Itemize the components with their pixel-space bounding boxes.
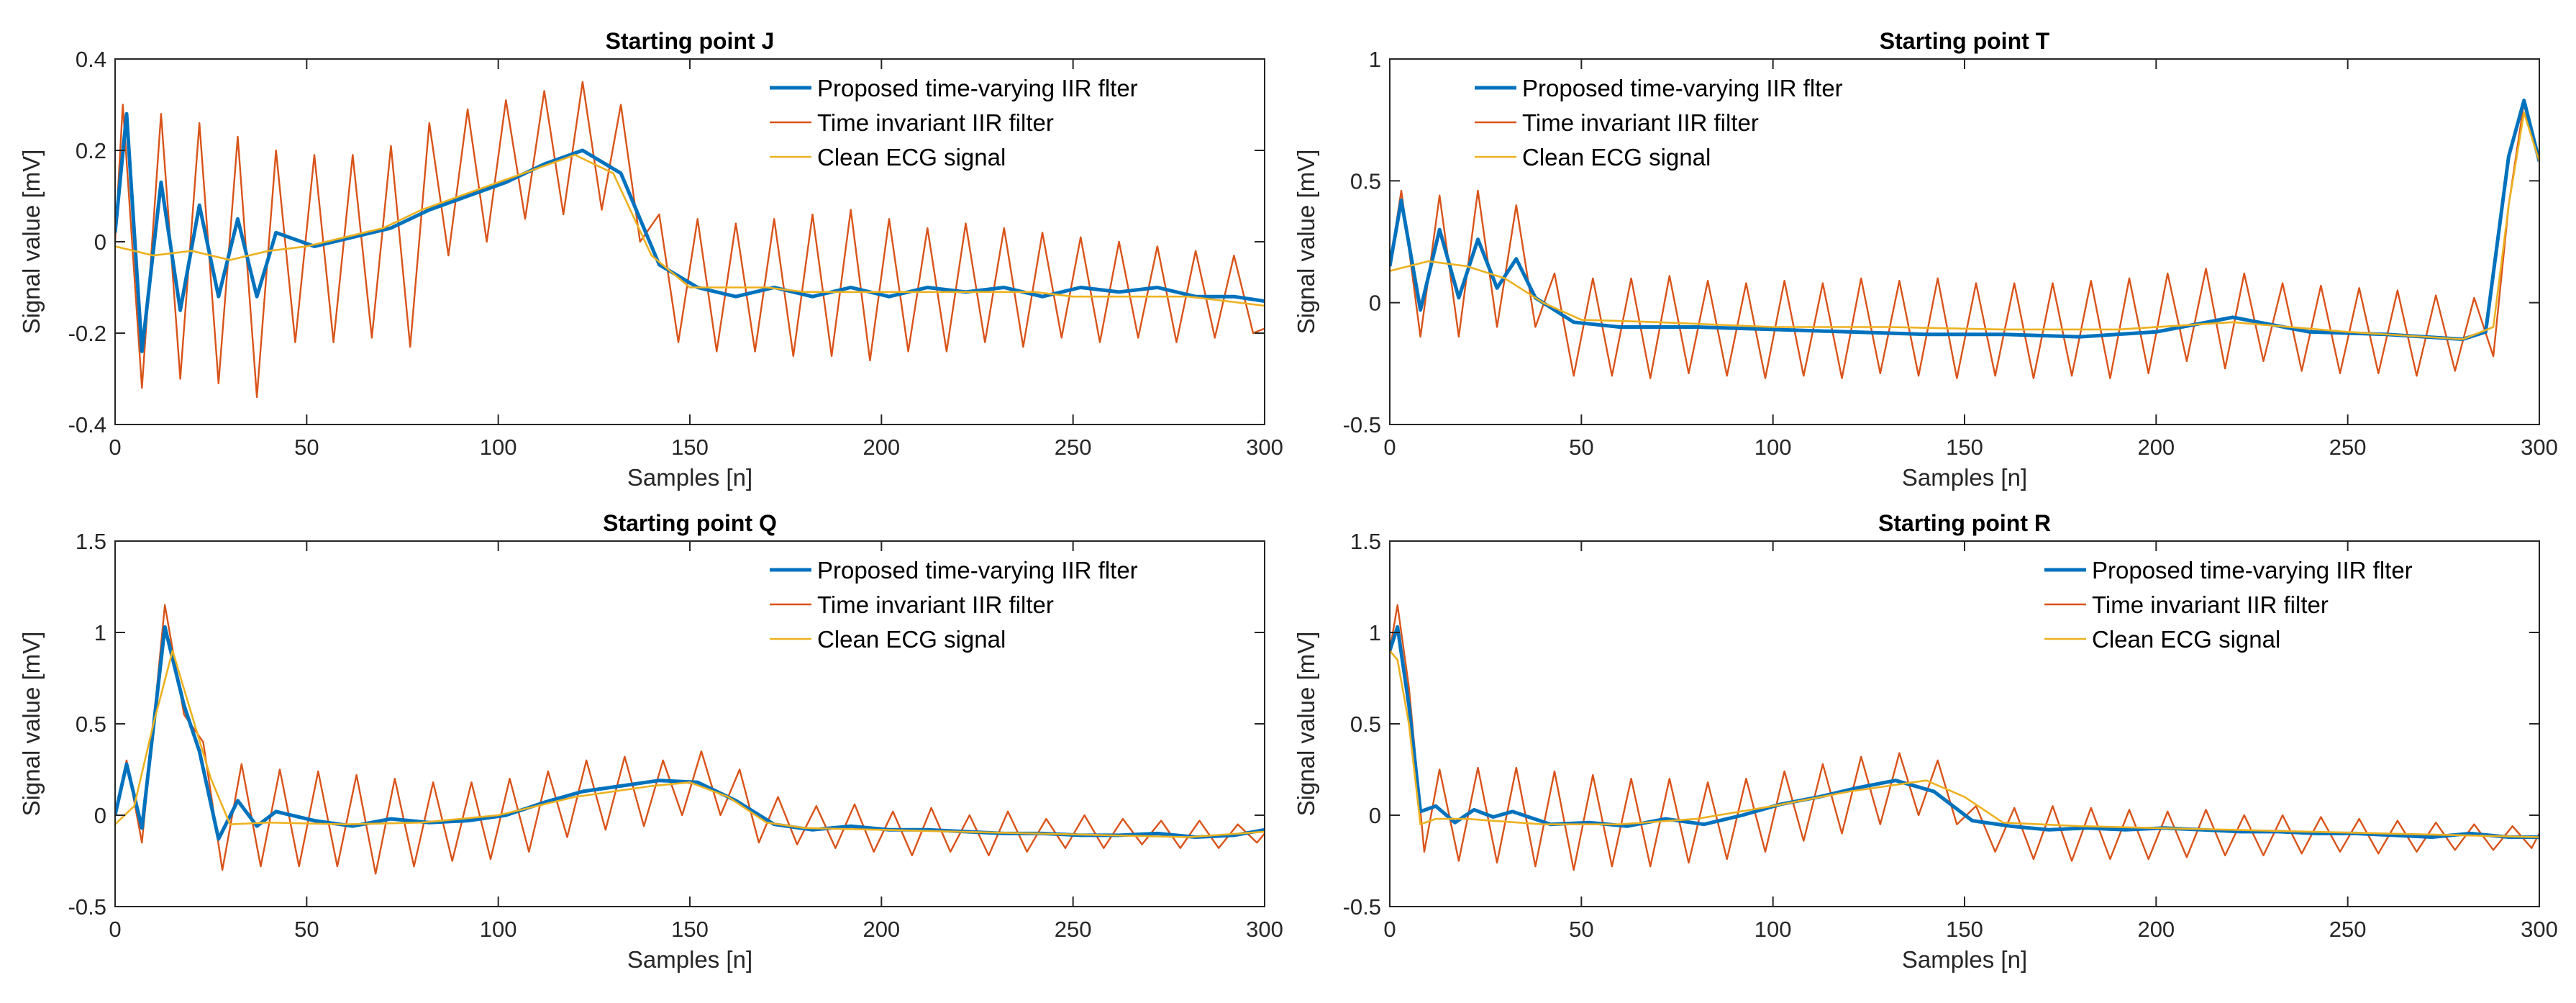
series-line-clean-ecg [115, 650, 1265, 838]
y-tick-label: 1.5 [76, 529, 106, 554]
legend-entry: Clean ECG signal [2092, 626, 2280, 653]
x-tick-label: 100 [1754, 917, 1792, 942]
x-tick-label: 250 [2329, 435, 2367, 460]
series-line-clean-ecg [1390, 650, 2539, 838]
x-tick-label: 300 [1246, 917, 1283, 942]
x-tick-label: 150 [1946, 917, 1983, 942]
x-tick-label: 200 [863, 917, 900, 942]
x-axis-label: Samples [n] [1902, 946, 2027, 973]
series-line-clean-ecg [115, 154, 1265, 307]
y-tick-label: -0.2 [68, 321, 106, 346]
y-tick-label: 0.4 [76, 47, 106, 72]
x-tick-label: 50 [294, 435, 319, 460]
x-tick-label: 150 [671, 917, 709, 942]
x-tick-label: 100 [480, 435, 517, 460]
y-tick-label: 0 [94, 803, 106, 828]
x-tick-label: 0 [109, 917, 121, 942]
series-line-proposed [1390, 625, 2539, 839]
legend-entry: Time invariant IIR filter [1522, 109, 1759, 136]
legend-entry: Proposed time-varying IIR flter [2092, 557, 2413, 584]
chart-title: Starting point J [606, 28, 775, 54]
x-tick-label: 150 [1946, 435, 1983, 460]
y-axis-label: Signal value [mV] [18, 632, 45, 817]
y-tick-label: 0 [94, 230, 106, 255]
x-tick-label: 200 [2137, 917, 2175, 942]
y-tick-label: 1 [1369, 620, 1381, 645]
series-line-clean-ecg [1390, 112, 2539, 340]
series-line-time-invariant [1390, 604, 2539, 871]
x-tick-label: 150 [671, 435, 709, 460]
x-tick-label: 250 [2329, 917, 2367, 942]
plot-area [115, 59, 1265, 425]
x-tick-label: 50 [294, 917, 319, 942]
x-axis-label: Samples [n] [627, 464, 752, 491]
y-tick-label: 0.5 [1350, 168, 1381, 194]
y-tick-label: 1 [1369, 47, 1381, 72]
x-tick-label: 300 [1246, 435, 1283, 460]
plot-area [1390, 541, 2539, 907]
x-tick-label: 200 [2137, 435, 2175, 460]
plot-area [115, 541, 1265, 907]
x-tick-label: 200 [863, 435, 900, 460]
x-tick-label: 0 [1383, 435, 1396, 460]
y-tick-label: -0.5 [1343, 412, 1381, 437]
chart-title: Starting point T [1880, 28, 2050, 54]
x-tick-label: 300 [2521, 435, 2558, 460]
y-tick-label: 0.2 [76, 138, 106, 163]
x-tick-label: 100 [480, 917, 517, 942]
x-tick-label: 100 [1754, 435, 1792, 460]
y-tick-label: 1 [94, 620, 106, 645]
y-tick-label: 0.5 [1350, 712, 1381, 737]
x-tick-label: 0 [1383, 917, 1396, 942]
series-line-time-invariant [1390, 101, 2539, 379]
x-tick-label: 50 [1569, 917, 1593, 942]
y-tick-label: -0.4 [68, 412, 106, 437]
chart-title: Starting point R [1878, 510, 2051, 536]
series-line-proposed [115, 112, 1265, 353]
x-tick-label: 300 [2521, 917, 2558, 942]
chart-starting-point-j: 0 50 100 150 200 250 300 -0.4 -0.2 0 0.2 0.4 Startin… [18, 28, 1283, 491]
legend-entry: Time invariant IIR filter [2092, 591, 2329, 618]
y-axis-label: Signal value [mV] [1293, 150, 1319, 335]
legend: Proposed time-varying IIR flter Time inva… [770, 75, 1138, 171]
y-tick-label: 0.5 [76, 712, 106, 737]
x-axis-label: Samples [n] [627, 946, 752, 973]
x-axis-label: Samples [n] [1902, 464, 2027, 491]
legend-entry: Clean ECG signal [817, 144, 1006, 171]
y-tick-label: 0 [1369, 803, 1381, 828]
legend-entry: Clean ECG signal [1522, 144, 1711, 171]
y-tick-label: -0.5 [1343, 894, 1381, 920]
plot-area [1390, 59, 2539, 425]
chart-title: Starting point Q [603, 510, 777, 536]
y-tick-label: 1.5 [1350, 529, 1381, 554]
legend-entry: Proposed time-varying IIR flter [817, 557, 1138, 584]
legend-entry: Proposed time-varying IIR flter [817, 75, 1138, 101]
x-tick-label: 0 [109, 435, 121, 460]
y-axis-label: Signal value [mV] [18, 150, 45, 335]
legend: Proposed time-varying IIR flter Time inva… [1475, 75, 1843, 171]
x-tick-label: 250 [1055, 917, 1092, 942]
legend-entry: Clean ECG signal [817, 626, 1006, 653]
legend-entry: Proposed time-varying IIR flter [1522, 75, 1843, 101]
legend: Proposed time-varying IIR flter Time inva… [2044, 557, 2413, 653]
x-tick-label: 50 [1569, 435, 1593, 460]
y-tick-label: 0 [1369, 291, 1381, 316]
legend: Proposed time-varying IIR flter Time inva… [770, 557, 1138, 653]
x-tick-label: 250 [1055, 435, 1092, 460]
y-axis-label: Signal value [mV] [1293, 632, 1319, 817]
legend-entry: Time invariant IIR filter [817, 109, 1054, 136]
y-tick-label: -0.5 [68, 894, 106, 920]
legend-entry: Time invariant IIR filter [817, 591, 1054, 618]
